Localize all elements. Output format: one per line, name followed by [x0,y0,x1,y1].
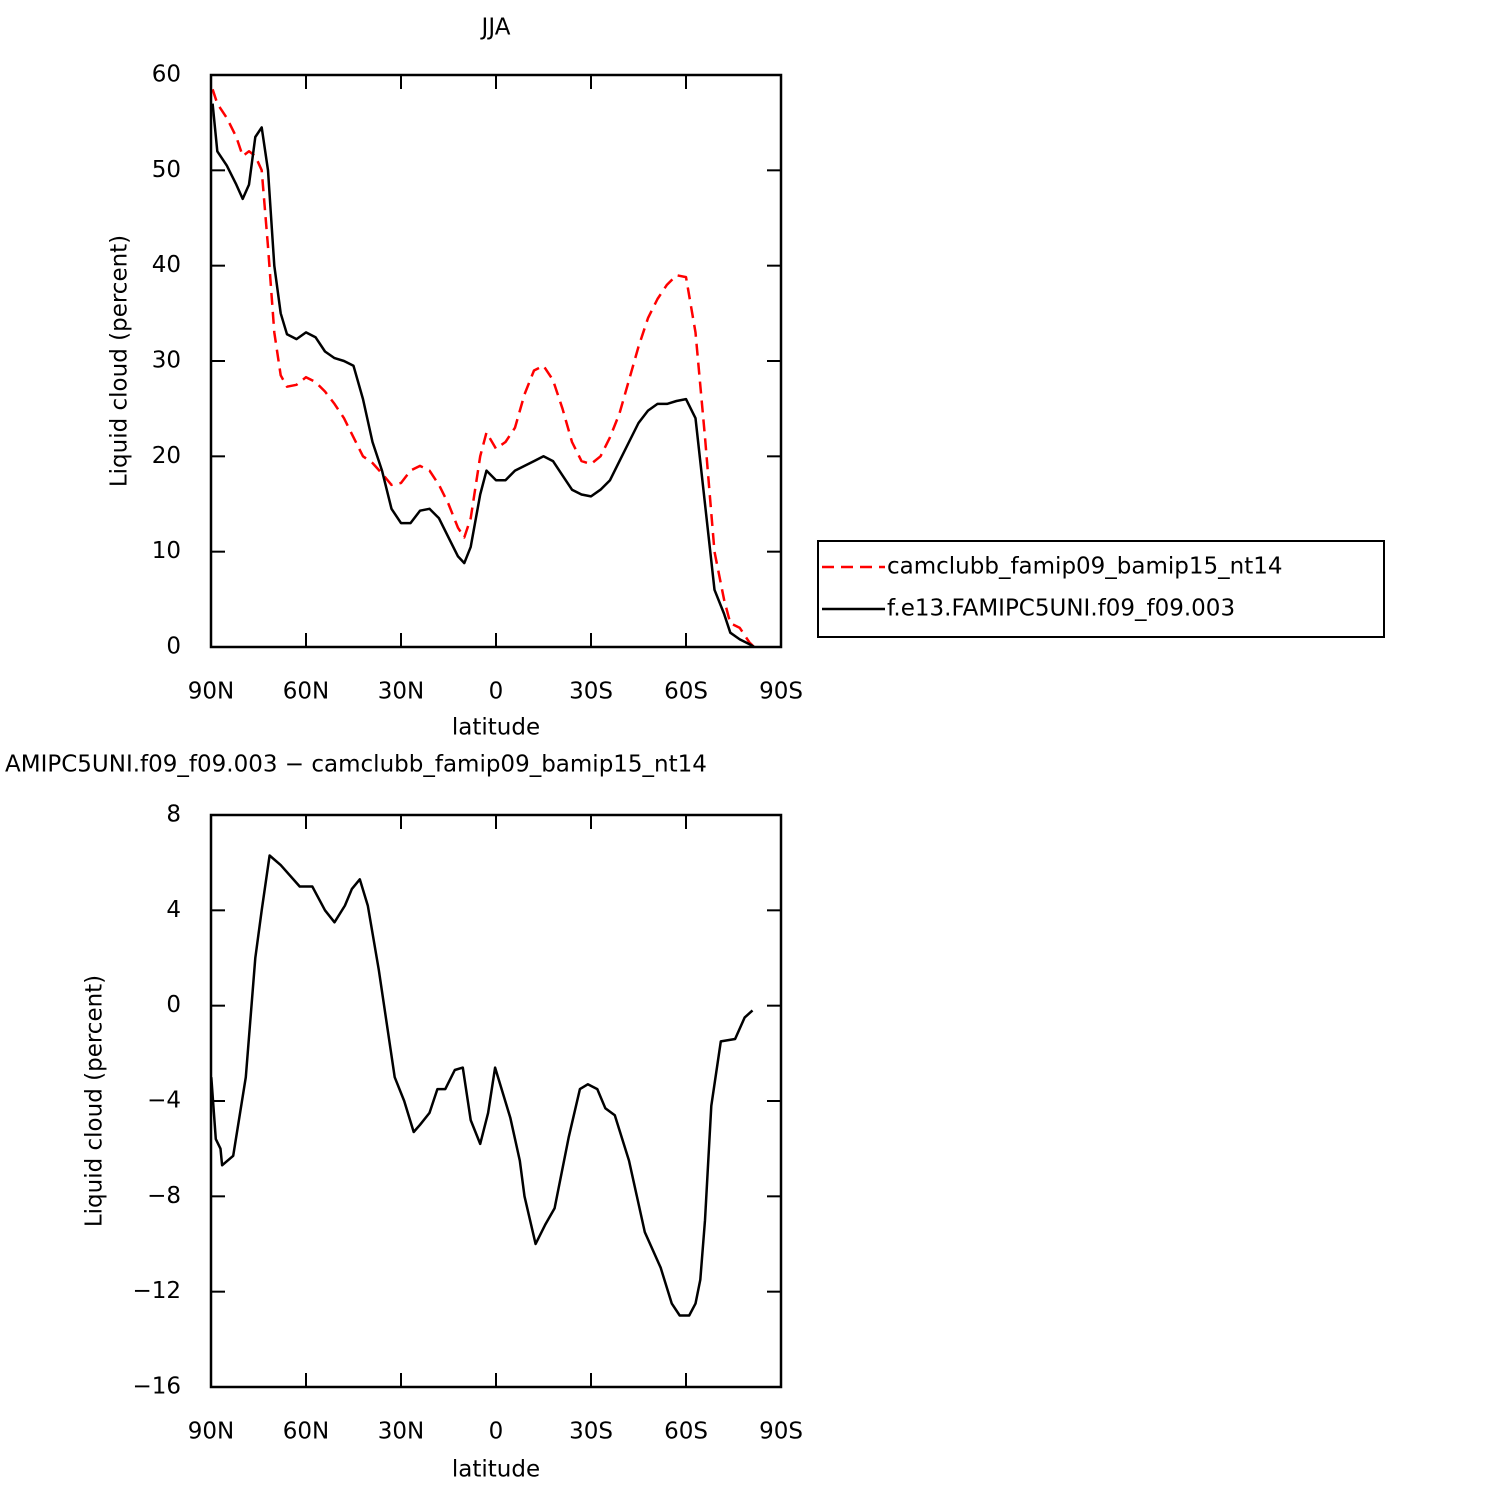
x-tick-label: 30N [378,1419,424,1445]
y-tick-label: 0 [166,992,181,1018]
y-tick-label: −16 [132,1374,181,1400]
x-tick-label: 90S [759,679,803,705]
x-tick-label: 60S [664,1419,708,1445]
y-tick-label: −4 [147,1088,181,1114]
y-tick-label: 4 [166,897,181,923]
y-tick-label: 40 [152,252,181,278]
y-tick-label: 20 [152,443,181,469]
x-tick-label: 60N [283,679,329,705]
chart-title: AMIPC5UNI.f09_f09.003 − camclubb_famip09… [5,752,707,778]
y-axis-label: Liquid cloud (percent) [82,975,108,1227]
x-tick-label: 90N [188,679,234,705]
y-tick-label: 30 [152,348,181,374]
legend-box [817,540,1385,638]
x-tick-label: 60S [664,679,708,705]
x-tick-label: 90N [188,1419,234,1445]
y-tick-label: 0 [166,634,181,660]
x-tick-label: 30N [378,679,424,705]
x-tick-label: 30S [569,1419,613,1445]
y-axis-label: Liquid cloud (percent) [107,235,133,487]
x-tick-label: 30S [569,679,613,705]
x-tick-label: 90S [759,1419,803,1445]
y-tick-label: 50 [152,157,181,183]
y-tick-label: 8 [166,802,181,828]
legend-label: f.e13.FAMIPC5UNI.f09_f09.003 [887,596,1235,622]
legend-label: camclubb_famip09_bamip15_nt14 [887,554,1283,580]
y-tick-label: −12 [132,1278,181,1304]
plot-frame [209,73,783,649]
x-axis-label: latitude [452,715,540,741]
series-line [211,88,755,648]
y-tick-label: 60 [152,62,181,88]
x-tick-label: 0 [489,679,504,705]
y-tick-label: −8 [147,1183,181,1209]
series-line [210,854,754,1317]
chart-title: JJA [480,15,511,41]
series-line [211,103,755,649]
plot-frame [209,813,783,1389]
x-tick-label: 0 [489,1419,504,1445]
x-axis-label: latitude [452,1457,540,1483]
x-tick-label: 60N [283,1419,329,1445]
y-tick-label: 10 [152,538,181,564]
